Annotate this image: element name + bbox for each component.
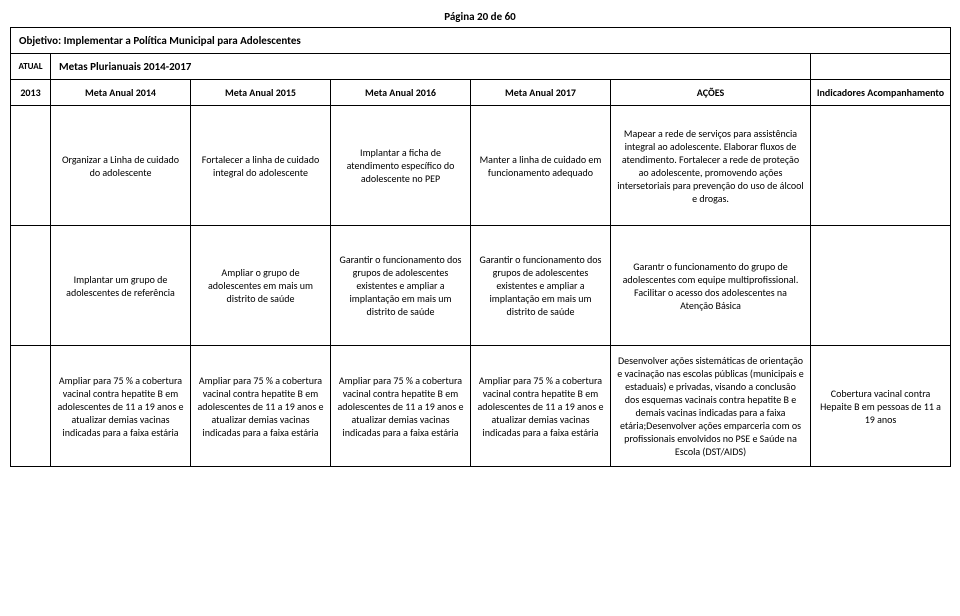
cell-2016: Implantar a ficha de atendimento específ… xyxy=(331,106,471,226)
col-2017: Meta Anual 2017 xyxy=(471,80,611,106)
objetivo-cell: Objetivo: Implementar a Política Municip… xyxy=(11,28,951,54)
cell-2015: Ampliar para 75 % a cobertura vacinal co… xyxy=(191,346,331,467)
table-row: Implantar um grupo de adolescentes de re… xyxy=(11,226,951,346)
cell-2015: Ampliar o grupo de adolescentes em mais … xyxy=(191,226,331,346)
cell-2014: Organizar a Linha de cuidado do adolesce… xyxy=(51,106,191,226)
col-2015: Meta Anual 2015 xyxy=(191,80,331,106)
metas-header-row: ATUAL Metas Plurianuais 2014-2017 xyxy=(11,54,951,80)
col-indicadores: Indicadores Acompanhamento xyxy=(811,80,951,106)
table-row: Ampliar para 75 % a cobertura vacinal co… xyxy=(11,346,951,467)
col-acoes: AÇÕES xyxy=(611,80,811,106)
table-row: Organizar a Linha de cuidado do adolesce… xyxy=(11,106,951,226)
cell-2017: Ampliar para 75 % a cobertura vacinal co… xyxy=(471,346,611,467)
col-2013: 2013 xyxy=(11,80,51,106)
cell-2014: Ampliar para 75 % a cobertura vacinal co… xyxy=(51,346,191,467)
atual-label: ATUAL xyxy=(11,54,51,80)
page-number: Página 20 de 60 xyxy=(10,10,950,23)
plan-table: Objetivo: Implementar a Política Municip… xyxy=(10,27,951,467)
cell-2017: Garantir o funcionamento dos grupos de a… xyxy=(471,226,611,346)
cell-2014: Implantar um grupo de adolescentes de re… xyxy=(51,226,191,346)
objetivo-row: Objetivo: Implementar a Política Municip… xyxy=(11,28,951,54)
cell-acoes: Garantr o funcionamento do grupo de adol… xyxy=(611,226,811,346)
metas-header: Metas Plurianuais 2014-2017 xyxy=(51,54,811,80)
metas-header-blank xyxy=(811,54,951,80)
cell-2016: Garantir o funcionamento dos grupos de a… xyxy=(331,226,471,346)
cell-2013 xyxy=(11,106,51,226)
cell-2013 xyxy=(11,346,51,467)
cell-indicadores: Cobertura vacinal contra Hepaite B em pe… xyxy=(811,346,951,467)
cell-acoes: Desenvolver ações sistemáticas de orient… xyxy=(611,346,811,467)
cell-2015: Fortalecer a linha de cuidado integral d… xyxy=(191,106,331,226)
cell-2017: Manter a linha de cuidado em funcionamen… xyxy=(471,106,611,226)
column-headers-row: 2013 Meta Anual 2014 Meta Anual 2015 Met… xyxy=(11,80,951,106)
cell-2016: Ampliar para 75 % a cobertura vacinal co… xyxy=(331,346,471,467)
cell-acoes: Mapear a rede de serviços para assistênc… xyxy=(611,106,811,226)
cell-2013 xyxy=(11,226,51,346)
col-2014: Meta Anual 2014 xyxy=(51,80,191,106)
cell-indicadores xyxy=(811,106,951,226)
col-2016: Meta Anual 2016 xyxy=(331,80,471,106)
cell-indicadores xyxy=(811,226,951,346)
